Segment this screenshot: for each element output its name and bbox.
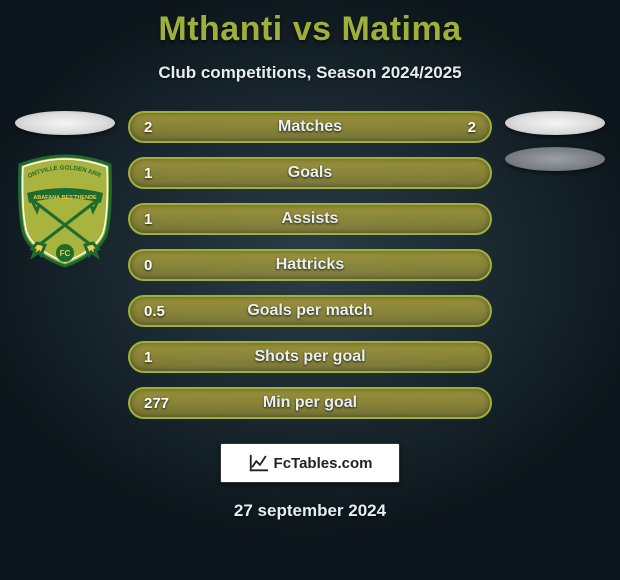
stat-bar: 1Assists bbox=[128, 203, 492, 235]
stat-bar: 0.5Goals per match bbox=[128, 295, 492, 327]
footer-date: 27 september 2024 bbox=[0, 501, 620, 521]
stat-bar: 1Shots per goal bbox=[128, 341, 492, 373]
left-team-placeholder-top bbox=[15, 111, 115, 135]
stat-label: Min per goal bbox=[130, 394, 490, 412]
stat-left-value: 0 bbox=[144, 257, 184, 274]
subtitle: Club competitions, Season 2024/2025 bbox=[0, 63, 620, 83]
stat-label: Shots per goal bbox=[130, 348, 490, 366]
source-badge-text: FcTables.com bbox=[274, 455, 373, 472]
golden-arrows-logo-icon: LAMONTVILLE GOLDEN ARROWS ABAFANA BES'TH… bbox=[15, 153, 115, 269]
stat-label: Goals per match bbox=[130, 302, 490, 320]
page-title: Mthanti vs Matima bbox=[0, 0, 620, 49]
stat-left-value: 0.5 bbox=[144, 303, 184, 320]
stats-bars: 2Matches21Goals1Assists0Hattricks0.5Goal… bbox=[128, 111, 492, 419]
chart-icon bbox=[248, 452, 270, 474]
stat-label: Assists bbox=[130, 210, 490, 228]
right-team-placeholder-bottom bbox=[505, 147, 605, 171]
stat-bar: 277Min per goal bbox=[128, 387, 492, 419]
stat-left-value: 277 bbox=[144, 395, 184, 412]
left-team-logo: LAMONTVILLE GOLDEN ARROWS ABAFANA BES'TH… bbox=[15, 153, 115, 269]
stat-label: Hattricks bbox=[130, 256, 490, 274]
right-team-column bbox=[500, 111, 610, 171]
comparison-row: LAMONTVILLE GOLDEN ARROWS ABAFANA BES'TH… bbox=[0, 111, 620, 419]
left-team-column: LAMONTVILLE GOLDEN ARROWS ABAFANA BES'TH… bbox=[10, 111, 120, 269]
source-badge[interactable]: FcTables.com bbox=[220, 443, 400, 483]
stat-left-value: 1 bbox=[144, 349, 184, 366]
stat-left-value: 1 bbox=[144, 165, 184, 182]
stat-label: Goals bbox=[130, 164, 490, 182]
stat-bar: 2Matches2 bbox=[128, 111, 492, 143]
svg-text:FC: FC bbox=[60, 249, 71, 258]
svg-text:ABAFANA BES'THENDE: ABAFANA BES'THENDE bbox=[33, 195, 97, 201]
stat-bar: 1Goals bbox=[128, 157, 492, 189]
stat-bar: 0Hattricks bbox=[128, 249, 492, 281]
stat-right-value: 2 bbox=[436, 119, 476, 136]
right-team-placeholder-top bbox=[505, 111, 605, 135]
stat-left-value: 2 bbox=[144, 119, 184, 136]
stat-left-value: 1 bbox=[144, 211, 184, 228]
